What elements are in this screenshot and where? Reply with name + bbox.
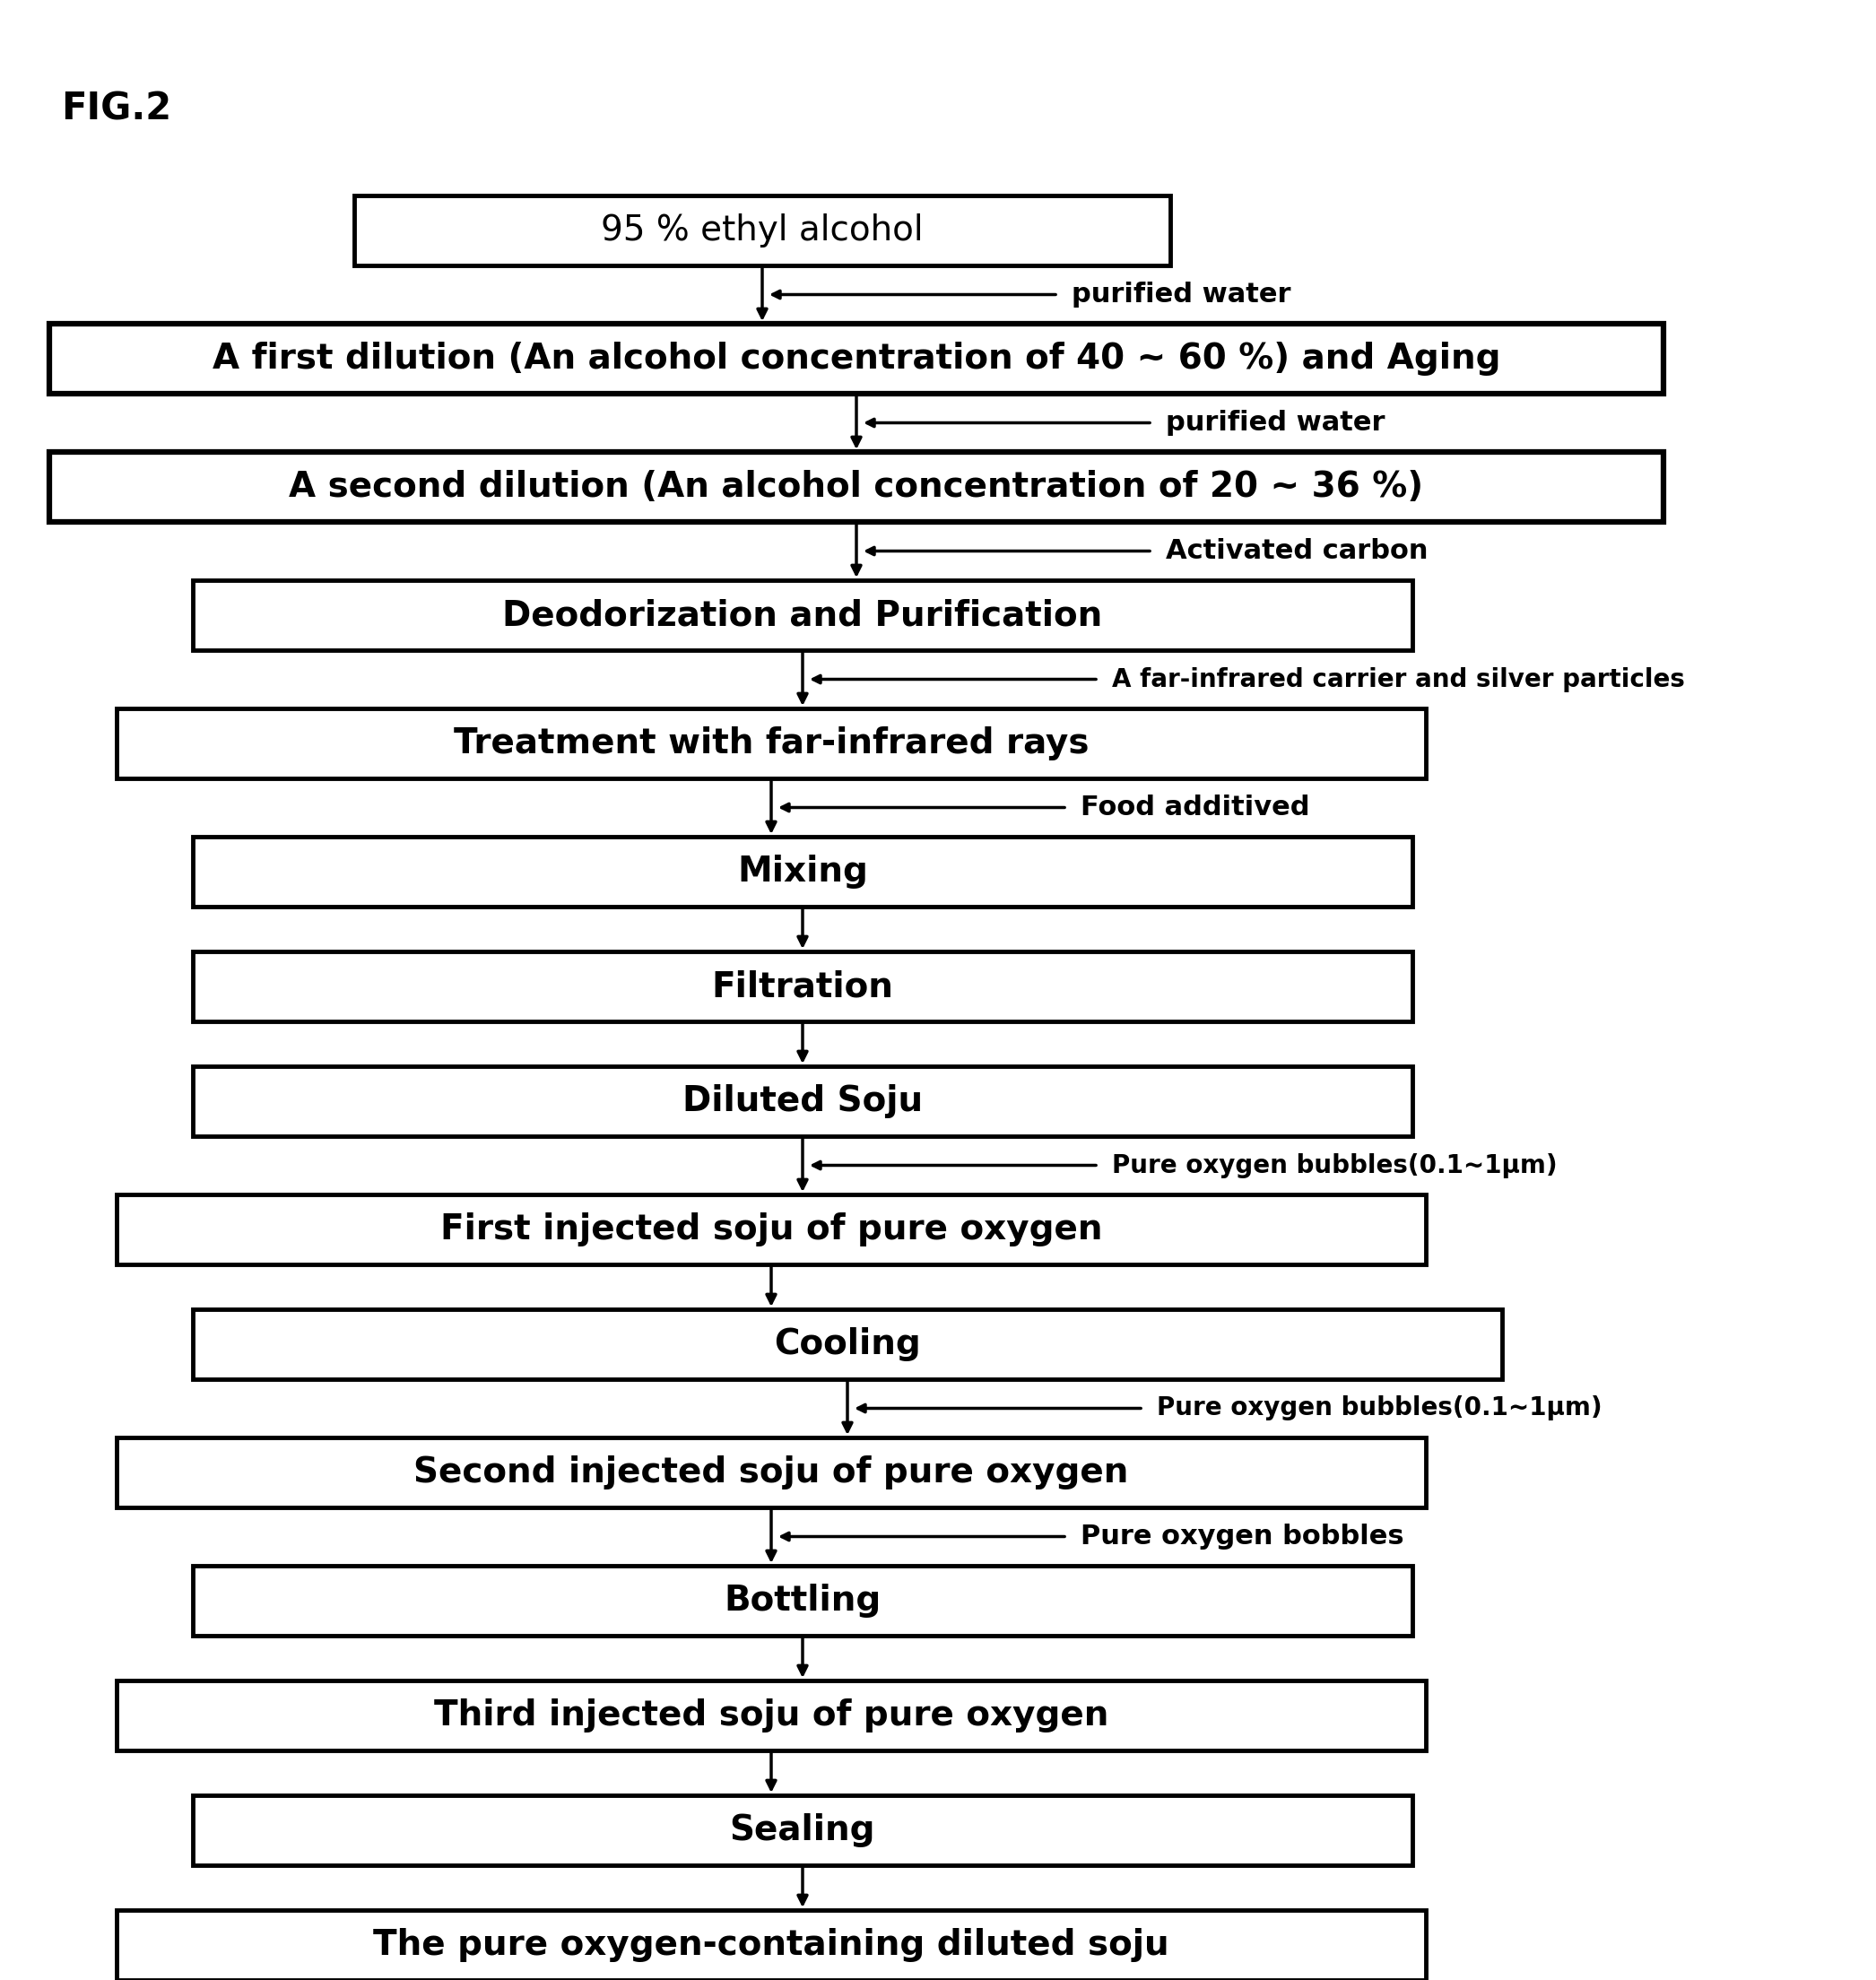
Bar [49, 323, 1664, 394]
Bar [49, 451, 1664, 523]
Text: Pure oxygen bobbles: Pure oxygen bobbles [1081, 1523, 1403, 1550]
Text: Deodorization and Purification: Deodorization and Purification [503, 598, 1103, 632]
Text: Bottling: Bottling [724, 1584, 882, 1618]
Bar [355, 196, 1171, 265]
Text: Mixing: Mixing [737, 855, 869, 889]
Text: FIG.2: FIG.2 [62, 89, 171, 127]
Text: Third injected soju of pure oxygen: Third injected soju of pure oxygen [433, 1699, 1109, 1732]
Bar [193, 1566, 1413, 1635]
Bar [116, 1194, 1426, 1265]
Bar [193, 1796, 1413, 1865]
Text: Treatment with far-infrared rays: Treatment with far-infrared rays [454, 727, 1088, 760]
Text: Pure oxygen bubbles(0.1~1μm): Pure oxygen bubbles(0.1~1μm) [1112, 1152, 1557, 1178]
Text: Cooling: Cooling [775, 1327, 921, 1362]
Text: First injected soju of pure oxygen: First injected soju of pure oxygen [441, 1212, 1103, 1247]
Text: Pure oxygen bubbles(0.1~1μm): Pure oxygen bubbles(0.1~1μm) [1157, 1396, 1602, 1422]
Bar [116, 709, 1426, 778]
Bar [193, 1065, 1413, 1137]
Text: Filtration: Filtration [711, 970, 893, 1004]
Text: A far-infrared carrier and silver particles: A far-infrared carrier and silver partic… [1112, 667, 1685, 691]
Bar [116, 1437, 1426, 1507]
Bar [193, 1309, 1503, 1380]
Text: Activated carbon: Activated carbon [1165, 539, 1428, 564]
Text: purified water: purified water [1071, 281, 1291, 307]
Bar [193, 952, 1413, 1022]
Text: Second injected soju of pure oxygen: Second injected soju of pure oxygen [415, 1455, 1129, 1489]
Bar [193, 838, 1413, 907]
Text: A second dilution (An alcohol concentration of 20 ~ 36 %): A second dilution (An alcohol concentrat… [289, 469, 1424, 505]
Text: purified water: purified water [1165, 410, 1384, 436]
Bar [193, 580, 1413, 649]
Text: Diluted Soju: Diluted Soju [683, 1085, 923, 1119]
Bar [116, 1681, 1426, 1750]
Text: Sealing: Sealing [730, 1814, 876, 1847]
Bar [116, 1911, 1426, 1980]
Text: 95 % ethyl alcohol: 95 % ethyl alcohol [600, 214, 923, 248]
Text: A first dilution (An alcohol concentration of 40 ~ 60 %) and Aging: A first dilution (An alcohol concentrati… [212, 343, 1501, 376]
Text: Food additived: Food additived [1081, 794, 1309, 820]
Text: The pure oxygen-containing diluted soju: The pure oxygen-containing diluted soju [373, 1929, 1169, 1962]
